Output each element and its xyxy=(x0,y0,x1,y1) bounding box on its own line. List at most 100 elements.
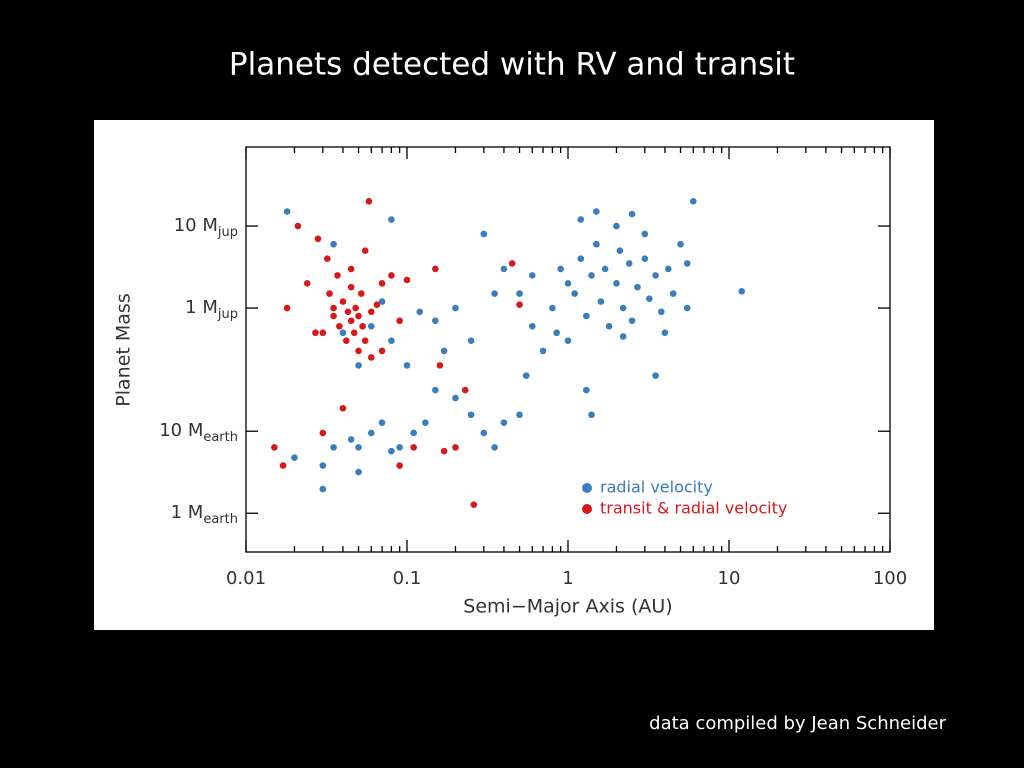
data-point xyxy=(271,444,278,451)
data-point xyxy=(367,429,375,437)
data-point xyxy=(422,419,429,426)
data-point xyxy=(440,347,448,355)
data-point xyxy=(416,308,424,316)
data-point xyxy=(641,230,649,238)
data-point xyxy=(352,304,359,312)
data-point xyxy=(355,362,362,369)
data-point xyxy=(564,337,572,344)
data-point xyxy=(324,255,331,262)
data-point xyxy=(677,240,684,248)
data-point xyxy=(652,372,659,379)
data-point xyxy=(378,419,386,426)
data-point xyxy=(601,265,609,273)
data-point xyxy=(564,280,572,287)
y-axis-label: Planet Mass xyxy=(113,293,135,406)
y-tick-label: 10 Mjup xyxy=(174,215,238,240)
data-point xyxy=(628,210,636,218)
data-point xyxy=(330,444,337,451)
data-point xyxy=(319,429,327,437)
x-tick-label: 100 xyxy=(873,568,907,589)
data-point xyxy=(359,322,366,330)
data-point xyxy=(625,260,633,267)
data-point xyxy=(528,322,536,330)
y-tick-label: 10 Mearth xyxy=(159,420,238,445)
data-point xyxy=(367,354,375,361)
data-point xyxy=(283,208,291,215)
data-point xyxy=(583,312,590,320)
data-point xyxy=(689,198,697,205)
data-point xyxy=(516,301,523,308)
data-point xyxy=(367,322,375,330)
data-point xyxy=(344,308,352,316)
data-point xyxy=(583,386,590,394)
data-point xyxy=(491,444,498,451)
data-point xyxy=(312,329,319,337)
data-point xyxy=(396,462,403,469)
chart-panel xyxy=(94,120,934,630)
data-point xyxy=(470,501,478,509)
data-point xyxy=(619,333,627,340)
data-point xyxy=(452,304,459,312)
data-point xyxy=(452,394,459,402)
data-point xyxy=(628,317,636,325)
legend-label: radial velocity xyxy=(600,478,713,497)
data-point xyxy=(336,322,343,330)
data-point xyxy=(388,337,395,344)
data-point xyxy=(516,290,523,297)
data-point xyxy=(577,216,585,223)
y-tick-label: 1 Mearth xyxy=(171,502,238,527)
data-point xyxy=(738,288,746,295)
data-point xyxy=(396,317,403,325)
data-point xyxy=(334,272,341,279)
data-point xyxy=(613,280,620,287)
data-point xyxy=(319,329,327,337)
data-point xyxy=(291,454,298,461)
data-point xyxy=(367,308,375,316)
data-point xyxy=(683,304,691,312)
data-point xyxy=(652,272,659,279)
data-point xyxy=(593,240,600,248)
data-point xyxy=(347,283,355,291)
data-point xyxy=(355,468,362,476)
data-point xyxy=(294,222,302,230)
data-point xyxy=(522,372,530,379)
data-point xyxy=(373,301,381,308)
y-tick-label: 1 Mjup xyxy=(185,297,238,322)
x-tick-label: 1 xyxy=(562,568,573,589)
data-point xyxy=(330,240,337,248)
data-point xyxy=(605,322,613,330)
data-point xyxy=(516,411,523,419)
legend-label: transit & radial velocity xyxy=(600,499,787,518)
data-point xyxy=(557,265,564,273)
data-point xyxy=(683,260,691,267)
data-point xyxy=(357,290,365,297)
x-tick-label: 0.01 xyxy=(226,568,266,589)
data-point xyxy=(500,419,508,426)
data-point xyxy=(361,337,369,344)
data-point xyxy=(347,265,355,273)
data-point xyxy=(396,444,403,451)
data-point xyxy=(388,447,395,455)
data-point xyxy=(388,272,395,279)
data-point xyxy=(593,208,600,215)
legend-marker xyxy=(582,504,592,514)
data-point xyxy=(378,280,386,287)
data-point xyxy=(588,272,595,279)
data-point xyxy=(330,312,337,320)
data-point xyxy=(314,235,322,243)
data-point xyxy=(528,272,536,279)
data-point xyxy=(613,222,620,230)
data-point xyxy=(616,247,624,255)
data-point xyxy=(339,298,347,305)
data-point xyxy=(432,265,439,273)
data-point xyxy=(410,444,417,451)
data-point xyxy=(577,255,585,262)
data-point xyxy=(597,298,605,305)
data-point xyxy=(480,429,488,437)
data-point xyxy=(508,260,516,267)
data-point xyxy=(319,462,327,469)
x-tick-label: 10 xyxy=(718,568,741,589)
data-point xyxy=(378,347,386,355)
data-point xyxy=(343,337,350,344)
